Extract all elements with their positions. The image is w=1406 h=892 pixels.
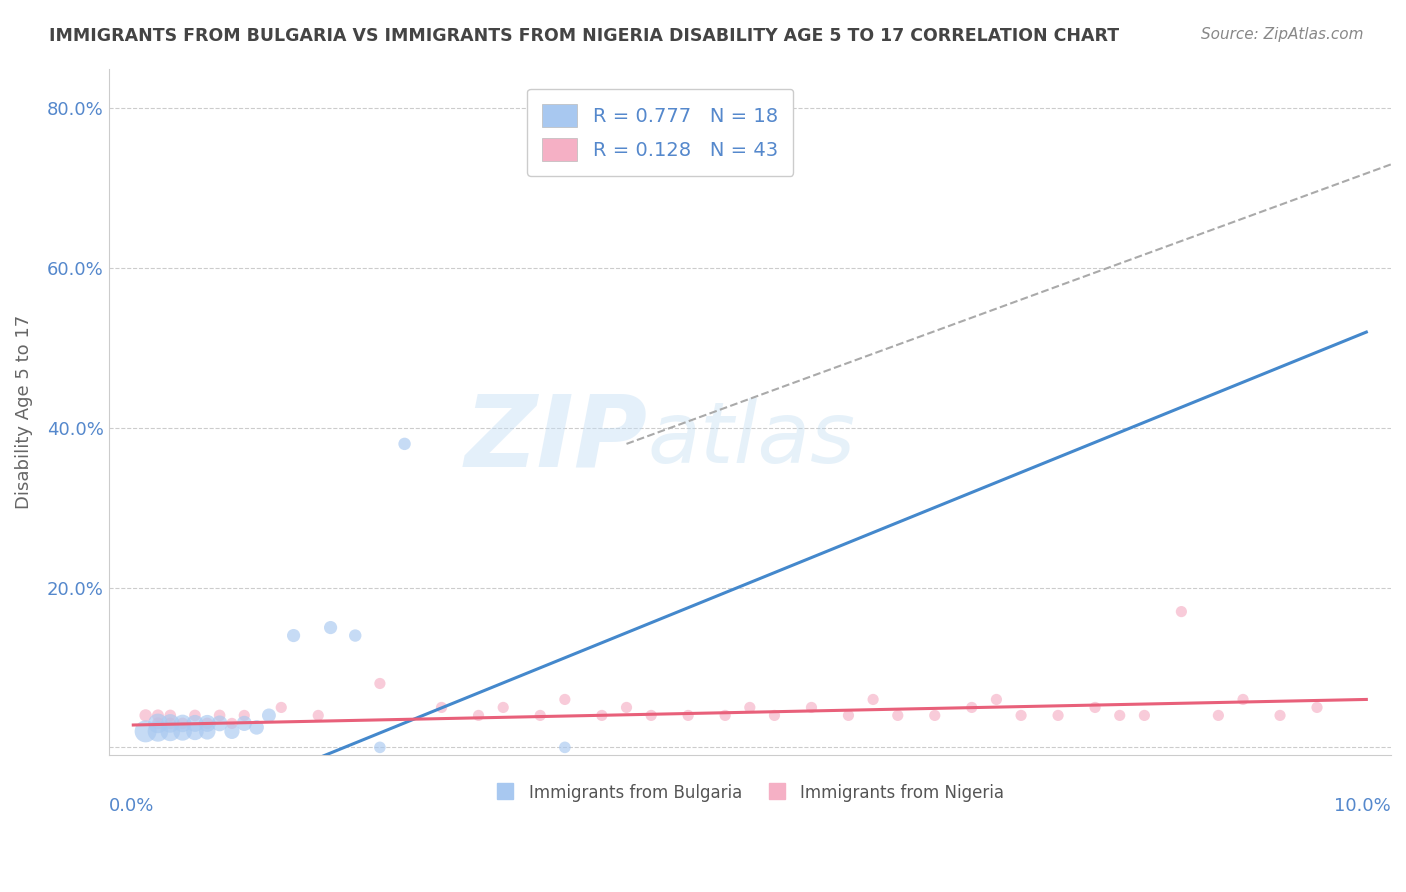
Point (159, 724, 181, 739)
Point (172, 724, 194, 739)
Point (467, 708, 489, 723)
Point (368, 740, 391, 755)
Point (1232, 692, 1254, 706)
Point (146, 716, 169, 731)
Point (430, 700, 453, 714)
Point (887, 708, 910, 723)
Point (1047, 708, 1070, 723)
Point (837, 708, 859, 723)
Point (135, 724, 157, 739)
Point (135, 708, 157, 723)
Point (1268, 708, 1291, 723)
Point (283, 629, 305, 643)
Point (208, 708, 231, 723)
Point (221, 716, 243, 731)
Point (763, 708, 786, 723)
Point (208, 716, 231, 731)
Point (1170, 605, 1192, 619)
Point (245, 720, 267, 734)
Point (591, 708, 613, 723)
Text: 10.0%: 10.0% (1334, 797, 1391, 814)
Point (1306, 700, 1329, 714)
Point (960, 700, 983, 714)
Point (702, 125, 724, 139)
Point (800, 700, 823, 714)
Point (1084, 700, 1107, 714)
Point (616, 700, 638, 714)
Text: IMMIGRANTS FROM BULGARIA VS IMMIGRANTS FROM NIGERIA DISABILITY AGE 5 TO 17 CORRE: IMMIGRANTS FROM BULGARIA VS IMMIGRANTS F… (49, 27, 1119, 45)
Point (233, 716, 256, 731)
Point (233, 708, 256, 723)
Point (172, 716, 194, 731)
Point (554, 692, 576, 706)
Point (1108, 708, 1130, 723)
Point (676, 708, 699, 723)
Text: 0.0%: 0.0% (108, 797, 155, 814)
Point (195, 716, 218, 731)
Point (394, 437, 416, 451)
Point (159, 708, 181, 723)
Point (195, 716, 218, 731)
Point (146, 708, 169, 723)
Point (184, 724, 207, 739)
Point (319, 621, 342, 635)
Point (1133, 708, 1156, 723)
Point (159, 716, 181, 731)
Point (184, 716, 207, 731)
Point (1010, 708, 1032, 723)
Point (270, 700, 292, 714)
Point (221, 724, 243, 739)
Text: atlas: atlas (647, 398, 855, 481)
Point (1208, 708, 1230, 723)
Point (640, 708, 662, 723)
Point (554, 740, 576, 755)
Text: ZIP: ZIP (464, 391, 647, 488)
Point (368, 676, 391, 690)
Point (184, 708, 207, 723)
Text: Source: ZipAtlas.com: Source: ZipAtlas.com (1201, 27, 1364, 42)
Point (159, 716, 181, 731)
Y-axis label: Disability Age 5 to 17: Disability Age 5 to 17 (15, 315, 32, 509)
Point (714, 708, 737, 723)
Point (862, 692, 884, 706)
Point (195, 724, 218, 739)
Point (172, 716, 194, 731)
Point (307, 708, 329, 723)
Point (924, 708, 946, 723)
Point (529, 708, 551, 723)
Point (738, 700, 761, 714)
Point (146, 724, 169, 739)
Point (146, 716, 169, 731)
Point (492, 700, 515, 714)
Legend: Immigrants from Bulgaria, Immigrants from Nigeria: Immigrants from Bulgaria, Immigrants fro… (489, 777, 1011, 809)
Point (257, 708, 280, 723)
Point (986, 692, 1008, 706)
Point (344, 629, 367, 643)
